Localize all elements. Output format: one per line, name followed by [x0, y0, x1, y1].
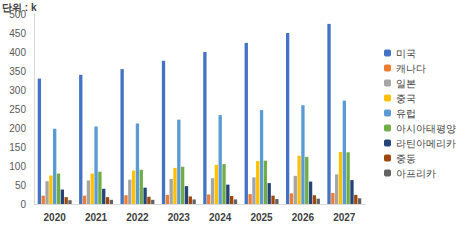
svg-text:400: 400: [9, 47, 26, 58]
svg-text:2027: 2027: [333, 212, 356, 223]
svg-text:450: 450: [9, 28, 26, 39]
svg-text:아시아태평양: 아시아태평양: [396, 123, 456, 134]
svg-text:아프리카: 아프리카: [396, 168, 436, 179]
svg-text:2021: 2021: [85, 212, 108, 223]
svg-text:200: 200: [9, 123, 26, 134]
svg-text:일본: 일본: [396, 78, 416, 89]
svg-text:미국: 미국: [396, 48, 416, 59]
svg-text:300: 300: [9, 85, 26, 96]
svg-text:50: 50: [15, 180, 27, 191]
svg-text:중동: 중동: [396, 153, 416, 164]
svg-text:2023: 2023: [168, 212, 191, 223]
svg-text:2025: 2025: [250, 212, 273, 223]
svg-text:2022: 2022: [126, 212, 149, 223]
svg-text:중국: 중국: [396, 93, 416, 104]
svg-text:2020: 2020: [44, 212, 67, 223]
svg-text:150: 150: [9, 142, 26, 153]
svg-text:250: 250: [9, 104, 26, 115]
svg-text:2024: 2024: [209, 212, 232, 223]
svg-text:캐나다: 캐나다: [396, 63, 426, 74]
svg-text:단위 : k: 단위 : k: [2, 1, 37, 13]
svg-text:0: 0: [20, 199, 26, 210]
svg-text:350: 350: [9, 66, 26, 77]
svg-text:라틴아메리카: 라틴아메리카: [396, 138, 456, 149]
svg-text:100: 100: [9, 161, 26, 172]
svg-text:유럽: 유럽: [396, 108, 416, 119]
svg-text:2026: 2026: [292, 212, 315, 223]
svg-text:500: 500: [9, 9, 26, 20]
